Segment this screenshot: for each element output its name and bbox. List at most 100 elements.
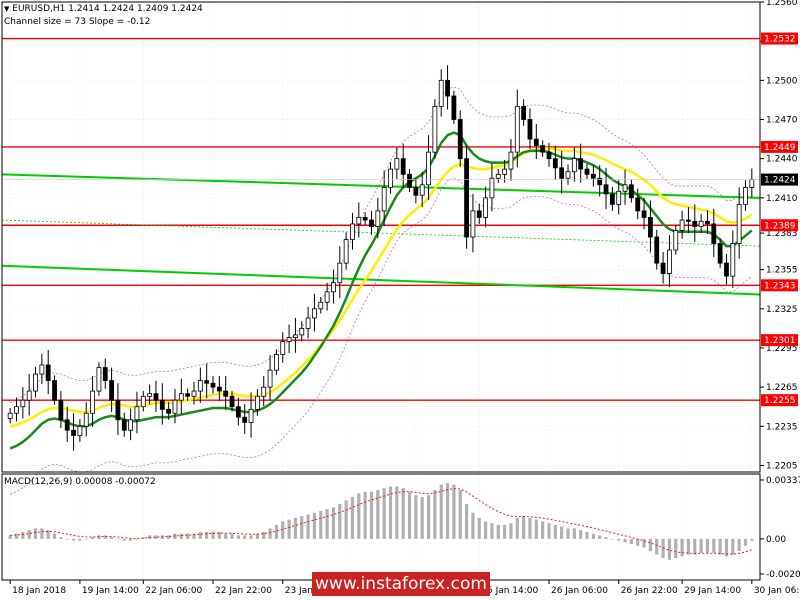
candle-body [527, 119, 533, 140]
candle-body [147, 393, 153, 397]
macd-bar [376, 489, 380, 539]
candle-body [635, 197, 641, 212]
macd-bar [268, 528, 272, 539]
candle-body [483, 197, 488, 218]
macd-bar [255, 533, 259, 539]
macd-bar [369, 491, 374, 539]
macd-bar [103, 535, 107, 539]
macd-bar [477, 517, 481, 539]
collapse-triangle-icon[interactable]: ▼ [4, 5, 10, 13]
candle-body [464, 158, 469, 238]
ma-slow-line [9, 131, 753, 450]
macd-bar [154, 535, 158, 539]
macd-bar [395, 486, 399, 539]
macd-bar [743, 538, 748, 546]
candle-body [559, 167, 565, 179]
macd-bar [217, 531, 221, 539]
candle-body [197, 380, 203, 392]
macd-bar [59, 537, 63, 539]
macd-bar [458, 489, 462, 539]
macd-bar [661, 538, 665, 559]
macd-bar [135, 538, 139, 540]
y-tick-label: 1.2440 [766, 155, 798, 165]
macd-bar [179, 533, 183, 539]
macd-bar [293, 517, 298, 539]
watermark-banner: www.instaforex.com [312, 572, 490, 596]
macd-bar [306, 514, 310, 539]
candle-body [717, 243, 723, 264]
macd-bar [541, 521, 545, 539]
candle-body [229, 395, 235, 408]
candle-body [369, 219, 374, 227]
candle-body [324, 291, 330, 303]
candle-body [648, 217, 653, 238]
envelope-lower [10, 177, 753, 495]
x-tick-label: 26 Jan 22:00 [621, 586, 678, 596]
candle-body [343, 239, 349, 264]
macd-bar [426, 495, 431, 539]
level-label-bg [761, 140, 798, 153]
candle-body [571, 158, 577, 173]
macd-bar [572, 528, 576, 539]
macd-bar [617, 538, 621, 541]
envelope-upper [10, 86, 753, 404]
macd-bar [262, 531, 266, 539]
macd-bar [350, 496, 355, 539]
macd-bar [224, 533, 228, 539]
candle-body [267, 369, 273, 388]
candle-body [641, 210, 647, 218]
candle-body [514, 106, 520, 153]
macd-bar [52, 533, 57, 539]
macd-bar [274, 524, 279, 539]
level-label-bg [761, 279, 798, 292]
candle-body [698, 220, 704, 227]
candle-body [667, 249, 672, 274]
candle-body [58, 399, 64, 421]
envelope-bands [10, 86, 753, 495]
macd-bar [445, 482, 450, 539]
macd-bar [46, 530, 50, 539]
macd-bar [452, 484, 456, 539]
macd-label: MACD(12,26,9) 0.00008 -0.00072 [4, 477, 156, 487]
candle-body [673, 230, 679, 251]
macd-bar [90, 537, 95, 539]
candle-body [426, 151, 431, 186]
macd-bar [401, 488, 405, 539]
regression-channel [1, 173, 761, 296]
horizontal-levels [2, 37, 760, 401]
y-tick-label: 1.2383 [766, 229, 798, 239]
moving-averages [9, 131, 753, 450]
candle-body [33, 373, 38, 392]
macd-bar [71, 538, 76, 541]
macd-panel-border [1, 473, 761, 581]
current-price-bg [761, 173, 798, 186]
candle-body [350, 223, 355, 241]
macd-tick-label: 0.00337 [766, 476, 800, 486]
candle-body [71, 429, 76, 436]
macd-bar [27, 530, 31, 539]
macd-bar [363, 491, 367, 539]
candle-body [660, 262, 666, 274]
y-tick-label: 1.2410 [766, 194, 798, 204]
macd-bar [325, 509, 329, 539]
price-panel-border [1, 1, 761, 473]
macd-bar [249, 535, 253, 539]
macd-bar [674, 538, 678, 559]
macd-tick-label: 0.00 [766, 535, 786, 545]
macd-bar [610, 538, 614, 540]
macd-bar [496, 524, 500, 539]
channel-upper [1, 173, 761, 199]
x-tick-label: 19 Jan 14:00 [82, 586, 139, 596]
macd-bar [471, 512, 475, 539]
level-label-bg [761, 219, 798, 232]
macd-bar [65, 538, 69, 540]
candle-body [546, 151, 552, 160]
level-label: 1.2532 [764, 35, 796, 45]
candle-body [178, 393, 184, 401]
macd-bar [148, 535, 152, 539]
candle-body [153, 393, 159, 401]
candle-body [242, 416, 248, 423]
candle-body [312, 308, 317, 319]
candle-body [552, 158, 558, 169]
candle-body [121, 419, 127, 431]
